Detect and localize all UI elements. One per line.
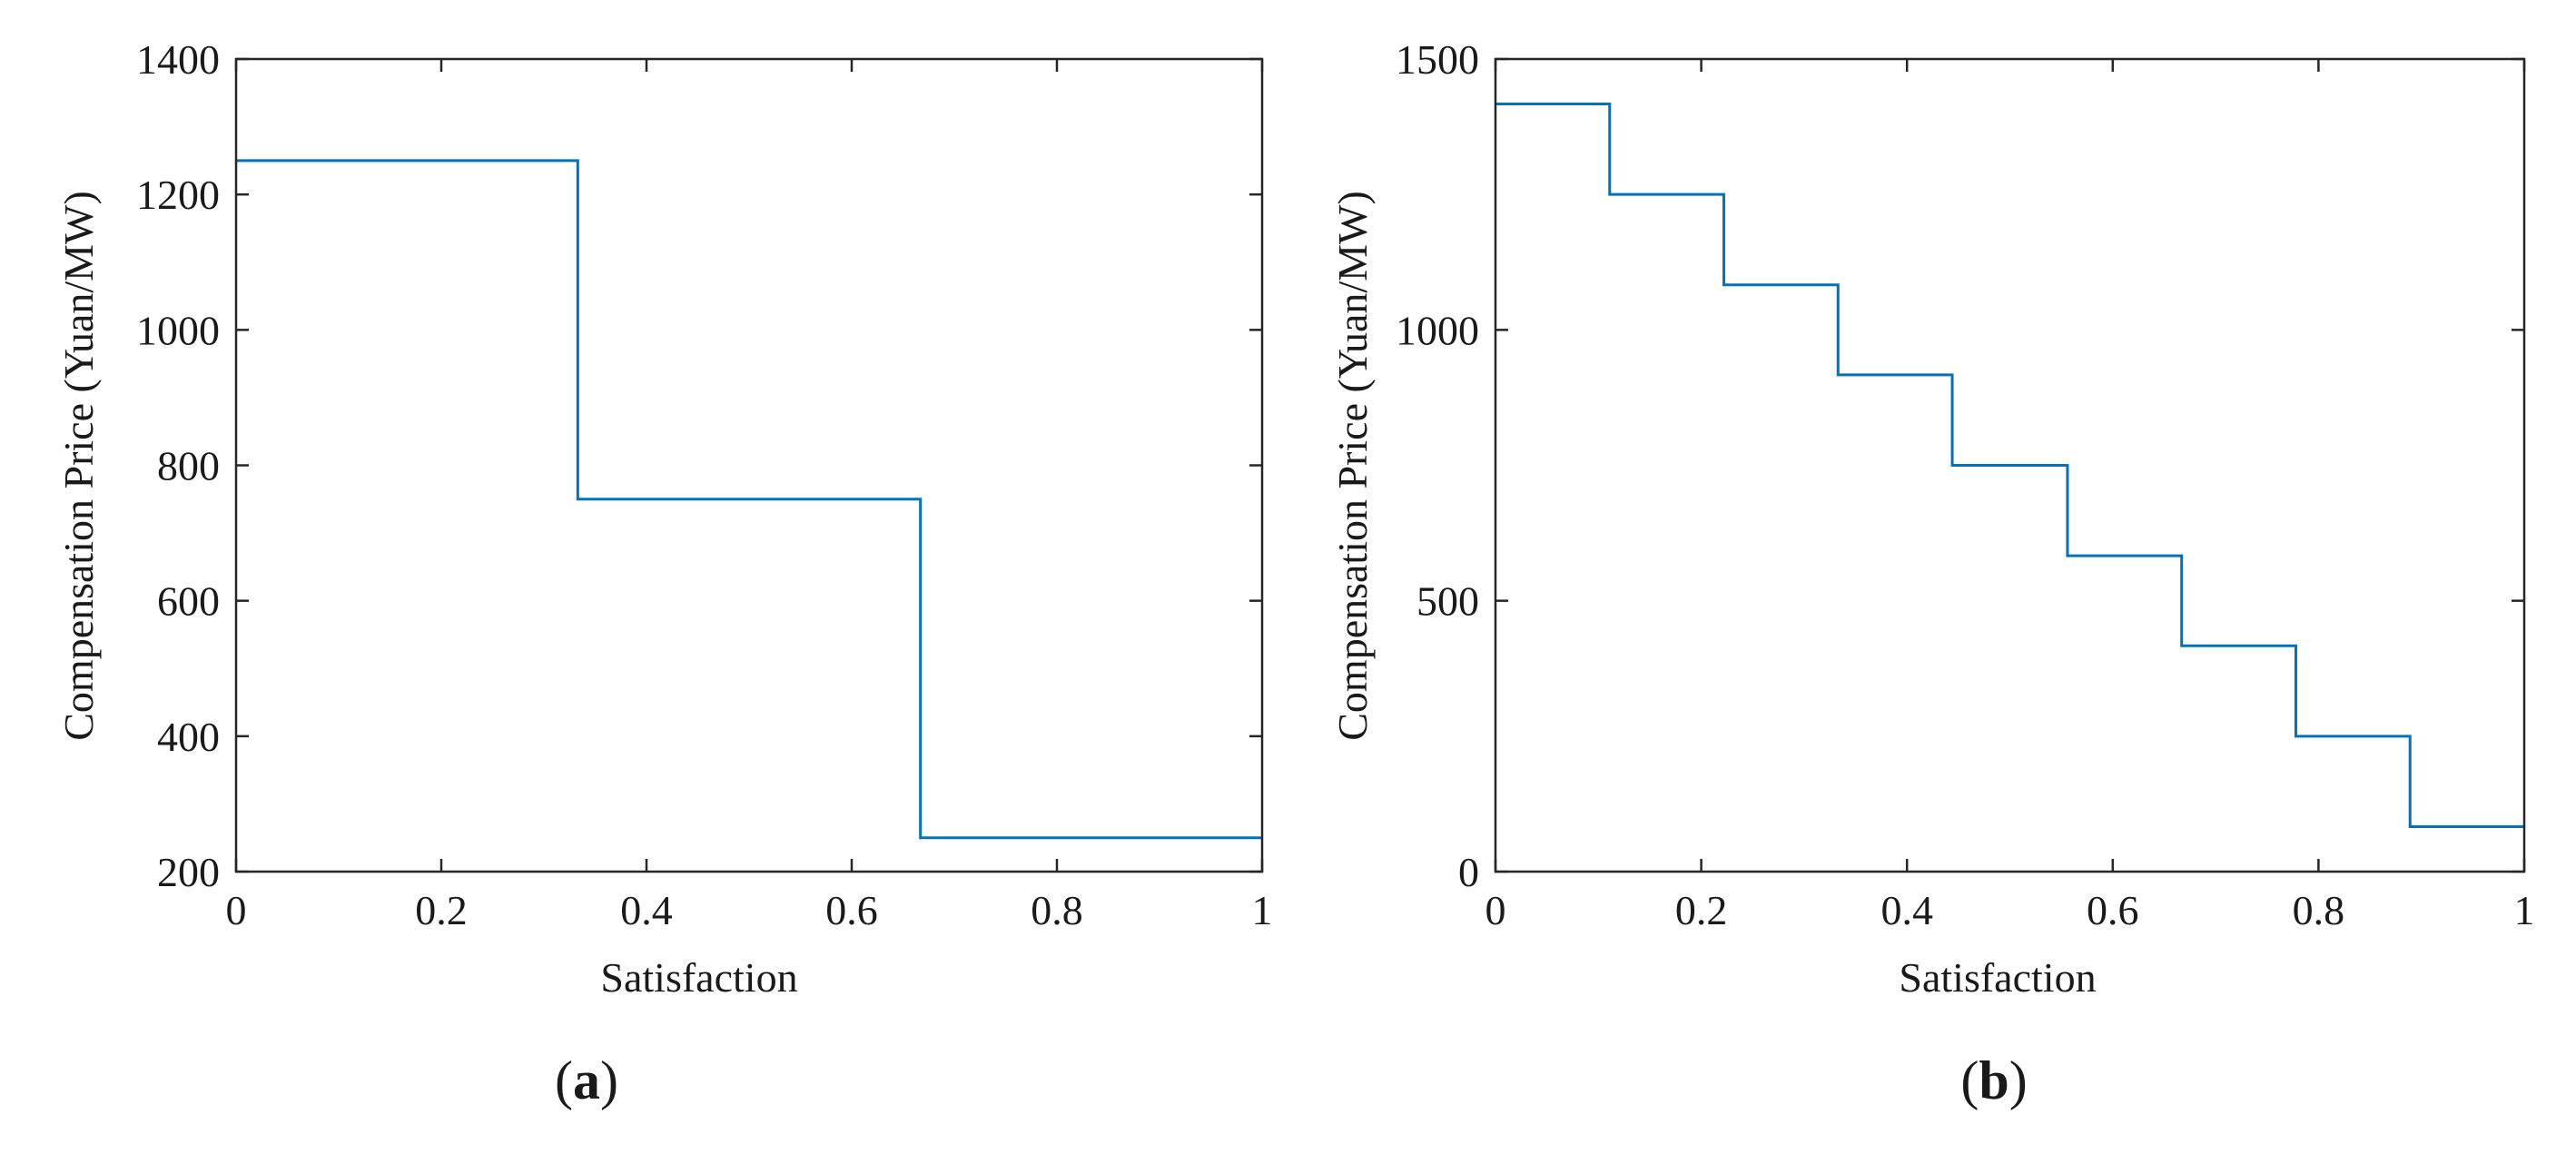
- panel-b-label: (b): [1960, 1050, 2027, 1110]
- panel-a-y-tick-label: 800: [157, 443, 220, 489]
- panel-b-x-tick-label: 0.4: [1880, 887, 1933, 933]
- panel-a-y-tick-label: 1200: [136, 172, 220, 218]
- panel-b-y-tick-label: 1500: [1396, 36, 1479, 83]
- panel-a-x-tick-label: 0.2: [415, 887, 468, 933]
- panel-b-x-tick-label: 0.2: [1675, 887, 1728, 933]
- panel-a-x-tick-label: 0.4: [620, 887, 673, 933]
- panel-a-y-tick-label: 1000: [136, 307, 220, 353]
- panel-b-axes-box: [1494, 57, 2526, 873]
- panel-b-x-tick-label: 1: [2514, 887, 2535, 933]
- panel-a-y-tick-label: 1400: [136, 36, 220, 83]
- panel-b-x-axis-label: Satisfaction: [1899, 954, 2096, 1001]
- panel-b-x-tick-label: 0: [1485, 887, 1506, 933]
- panel-a-x-tick-label: 1: [1252, 887, 1273, 933]
- panel-a-x-tick-label: 0.8: [1031, 887, 1083, 933]
- panel-a-series-line-0: [236, 159, 1262, 840]
- panel-a-y-axis-label: Compensation Price (Yuan/MW): [55, 191, 102, 741]
- panel-b-y-tick-label: 0: [1458, 849, 1479, 895]
- panel-a-x-axis-label: Satisfaction: [600, 954, 797, 1001]
- panel-a-y-tick-label: 600: [157, 578, 220, 625]
- panel-b-y-tick-label: 500: [1416, 578, 1479, 625]
- panel-b-plot-area: 0 0.2 0.4 0.6 0.8 1 0 500 1000 1500: [1396, 36, 2535, 933]
- panel-b-x-tick-label: 0.6: [2087, 887, 2139, 933]
- panel-a-y-tick-label: 200: [157, 849, 220, 895]
- panel-b-x-tick-label: 0.8: [2293, 887, 2345, 933]
- panel-b-y-tick-label: 1000: [1396, 307, 1479, 353]
- panel-a-x-tick-label: 0.6: [825, 887, 878, 933]
- panel-b-y-axis-label: Compensation Price (Yuan/MW): [1329, 191, 1376, 741]
- panel-a-label: (a): [555, 1050, 618, 1110]
- panel-a-x-tick-label: 0: [226, 887, 247, 933]
- panel-b-series-line-0: [1495, 103, 2524, 828]
- panel-a-y-tick-label: 400: [157, 714, 220, 760]
